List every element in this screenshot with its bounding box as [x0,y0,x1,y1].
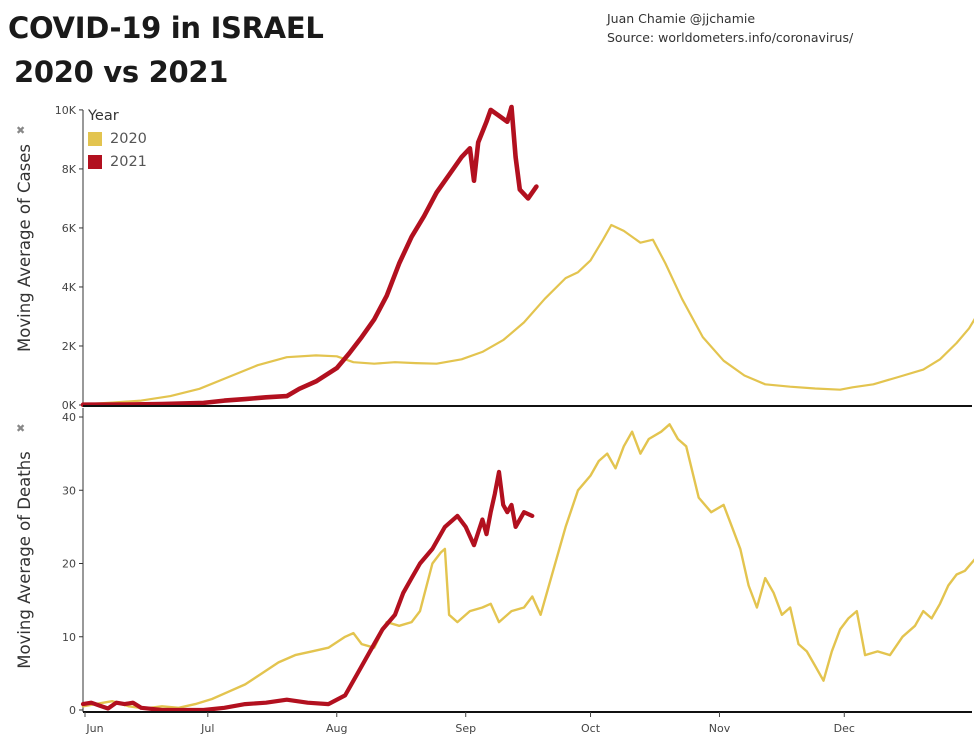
cases-y-axis-label: Moving Average of Cases [15,144,34,352]
x-tick-label: Jun [85,722,103,735]
title-line-2: 2020 vs 2021 [14,55,229,89]
deaths-line-2021[interactable] [80,469,535,713]
cases-y-tick-label: 6K [62,222,77,235]
cases-y-tick-label: 0K [62,399,77,412]
deaths-y-tick-label: 20 [62,558,76,571]
x-tick-label: Nov [709,722,731,735]
x-axis: Jun Jul Aug Sep Oct Nov Dec [84,712,855,735]
pin-icon[interactable]: ✖ [16,124,25,137]
cases-y-tick-label: 4K [62,281,77,294]
legend-item-2021[interactable]: 2021 [88,150,147,173]
cases-panel: 0K 2K 4K 6K 8K 10K Moving Average of Cases ✖ [15,104,974,412]
legend-item-2020[interactable]: 2020 [88,127,147,150]
credit-block: Juan Chamie @jjchamie Source: worldomete… [607,9,853,47]
legend-title: Year [88,108,119,124]
legend[interactable]: Year 2020 2021 [88,108,147,173]
x-tick-label: Aug [326,722,347,735]
x-tick-label: Dec [834,722,855,735]
legend-label-2021: 2021 [110,153,147,170]
x-tick-label: Oct [581,722,601,735]
deaths-y-tick-label: 30 [62,484,76,497]
deaths-y-tick-label: 10 [62,631,76,644]
deaths-panel: 0 10 20 30 40 Moving Average of Deaths ✖ [15,408,974,717]
deaths-line-2020[interactable] [81,423,974,710]
legend-swatch-2021 [88,154,102,169]
cases-line-2020[interactable] [81,223,974,406]
x-tick-label: Jul [200,722,214,735]
deaths-y-tick-label: 40 [62,411,76,424]
deaths-y-axis-label: Moving Average of Deaths [15,451,34,669]
legend-swatch-2020 [88,131,102,146]
chart-title: COVID-19 in ISRAEL 2020 vs 2021 [8,6,324,94]
legend-label-2020: 2020 [110,130,147,147]
title-line-1: COVID-19 in ISRAEL [8,11,324,45]
credit-author: Juan Chamie @jjchamie [607,11,756,26]
cases-y-tick-label: 2K [62,340,77,353]
pin-icon[interactable]: ✖ [16,422,25,435]
credit-source: Source: worldometers.info/coronavirus/ [607,30,854,45]
cases-y-tick-label: 10K [55,104,77,117]
cases-line-2021[interactable] [80,104,539,407]
x-tick-label: Sep [455,722,476,735]
cases-y-tick-label: 8K [62,163,77,176]
deaths-y-tick-label: 0 [69,704,76,717]
